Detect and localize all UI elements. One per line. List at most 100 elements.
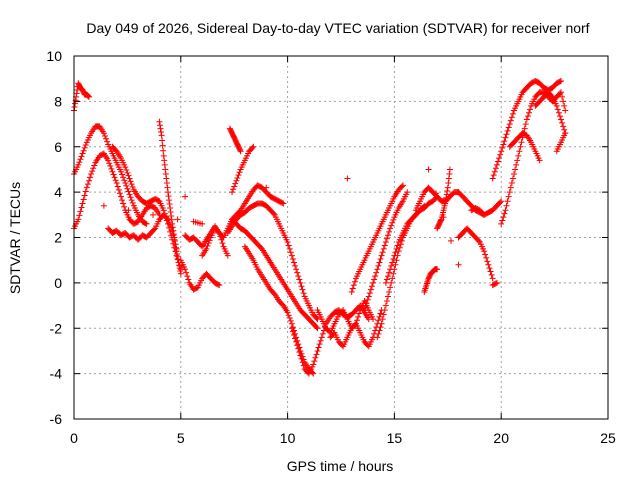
data-point xyxy=(293,266,300,273)
data-point xyxy=(554,106,561,113)
data-point xyxy=(368,283,375,290)
data-point xyxy=(388,222,395,229)
data-point xyxy=(284,239,291,246)
data-point xyxy=(160,207,167,214)
data-point xyxy=(163,175,170,182)
data-point xyxy=(497,199,504,206)
data-point xyxy=(199,220,206,227)
data-point xyxy=(390,270,397,277)
data-point xyxy=(349,285,356,292)
data-point xyxy=(380,311,387,318)
data-point xyxy=(522,121,529,128)
data-point xyxy=(523,116,530,123)
data-point xyxy=(177,267,184,274)
data-point xyxy=(525,109,532,116)
data-point xyxy=(393,245,400,252)
data-point xyxy=(89,168,96,175)
data-point xyxy=(372,273,379,280)
y-tick-label: -6 xyxy=(50,411,63,427)
data-point xyxy=(375,317,382,324)
data-point xyxy=(143,220,150,227)
data-point xyxy=(555,109,562,116)
data-point xyxy=(354,317,361,324)
data-point xyxy=(387,225,394,232)
data-point xyxy=(381,242,388,249)
data-point xyxy=(292,262,299,269)
data-point xyxy=(116,190,123,197)
data-point xyxy=(317,337,324,344)
data-point xyxy=(556,113,563,120)
data-point xyxy=(166,201,173,208)
data-point xyxy=(235,172,242,179)
data-point xyxy=(558,77,565,84)
data-point xyxy=(184,273,191,280)
grid xyxy=(74,56,608,419)
data-point xyxy=(79,200,86,207)
data-point xyxy=(122,180,129,187)
data-point xyxy=(506,121,513,128)
data-point xyxy=(105,157,112,164)
data-point xyxy=(280,200,287,207)
data-point xyxy=(315,344,322,351)
data-point xyxy=(558,89,565,96)
data-point xyxy=(504,198,511,205)
data-point xyxy=(160,147,167,154)
data-point xyxy=(107,163,114,170)
data-point xyxy=(285,312,292,319)
data-point xyxy=(115,186,122,193)
data-point xyxy=(123,167,130,174)
data-point xyxy=(444,187,451,194)
data-point xyxy=(106,160,113,167)
data-point xyxy=(502,134,509,141)
data-point xyxy=(174,253,181,260)
data-point xyxy=(505,193,512,200)
data-point xyxy=(83,184,90,191)
data-point xyxy=(229,189,236,196)
data-point xyxy=(356,310,363,317)
data-point xyxy=(506,189,513,196)
data-point xyxy=(384,273,391,280)
data-point xyxy=(376,259,383,266)
data-point xyxy=(363,300,370,307)
data-point xyxy=(161,161,168,168)
data-point xyxy=(127,194,134,201)
data-point xyxy=(160,152,167,159)
data-point xyxy=(296,276,303,283)
data-point xyxy=(560,98,567,105)
data-point xyxy=(233,177,240,184)
data-point xyxy=(521,125,528,132)
data-point xyxy=(399,182,406,189)
data-point xyxy=(279,199,286,206)
data-point xyxy=(85,177,92,184)
data-point xyxy=(75,216,82,223)
data-point xyxy=(288,252,295,259)
data-point xyxy=(384,293,391,300)
data-point xyxy=(498,148,505,155)
data-point xyxy=(167,208,174,215)
x-tick-label: 10 xyxy=(280,430,296,446)
data-point xyxy=(392,261,399,268)
data-point xyxy=(77,156,84,163)
data-point xyxy=(219,240,226,247)
data-point xyxy=(90,165,97,172)
data-point xyxy=(173,248,180,255)
data-point xyxy=(420,203,427,210)
data-point xyxy=(390,256,397,263)
data-point xyxy=(162,166,169,173)
data-point xyxy=(393,257,400,264)
y-tick-label: -2 xyxy=(50,320,63,336)
data-point xyxy=(387,284,394,291)
data-point xyxy=(316,341,323,348)
data-point xyxy=(386,288,393,295)
data-point xyxy=(85,93,92,100)
data-point xyxy=(380,245,387,252)
data-point xyxy=(486,265,493,272)
data-point xyxy=(80,147,87,154)
data-point xyxy=(206,237,213,244)
data-point xyxy=(185,276,192,283)
data-point xyxy=(507,117,514,124)
data-point xyxy=(560,123,567,130)
data-point xyxy=(556,90,563,97)
data-point xyxy=(496,155,503,162)
data-point xyxy=(101,132,108,139)
